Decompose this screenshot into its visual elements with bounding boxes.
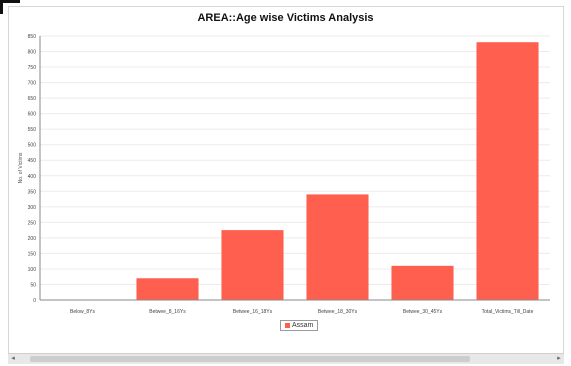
bars xyxy=(136,42,539,301)
x-tick-label: Below_8Ys xyxy=(70,309,96,315)
scroll-right-arrow-icon[interactable]: ▸ xyxy=(557,355,561,362)
horizontal-scrollbar[interactable]: ◂ ▸ xyxy=(8,353,564,364)
window-corner-left xyxy=(0,0,3,14)
window-corner-top xyxy=(0,0,20,3)
y-tick-label: 750 xyxy=(28,65,37,71)
y-tick-label: 650 xyxy=(28,96,37,102)
x-tick-label: Betwee_18_30Ys xyxy=(318,309,358,315)
scroll-thumb[interactable] xyxy=(30,356,470,362)
y-tick-label: 100 xyxy=(28,267,37,273)
x-tick-labels: Below_8Ys Betwee_8_16Ys Betwee_16_18Ys Betw… xyxy=(70,309,534,315)
y-tick-labels: 0 50 100 150 200 250 300 350 400 450 500 550 600 650 7… xyxy=(28,34,37,304)
chart-title: AREA::Age wise Victims Analysis xyxy=(197,12,374,24)
y-tick-label: 850 xyxy=(28,34,37,40)
y-tick-label: 150 xyxy=(28,251,37,257)
x-tick-label: Betwee_16_18Ys xyxy=(233,309,273,315)
y-tick-label: 600 xyxy=(28,112,37,118)
x-tick-label: Betwee_30_45Ys xyxy=(403,309,443,315)
y-tick-label: 400 xyxy=(28,174,37,180)
x-tick-label: Total_Victims_Till_Date xyxy=(482,309,534,315)
y-tick-label: 300 xyxy=(28,205,37,211)
bar-total-victims-till-date xyxy=(476,42,539,301)
y-tick-label: 450 xyxy=(28,158,37,164)
chart-panel xyxy=(8,6,564,354)
y-tick-label: 500 xyxy=(28,143,37,149)
chart-legend: Assam xyxy=(280,320,319,331)
legend-swatch xyxy=(285,323,290,328)
y-tick-label: 700 xyxy=(28,81,37,87)
y-tick-label: 250 xyxy=(28,220,37,226)
y-tick-label: 550 xyxy=(28,127,37,133)
bar-betwee-30-45ys xyxy=(391,265,454,300)
grid-lines xyxy=(40,35,550,285)
y-tick-label: 200 xyxy=(28,236,37,242)
legend-label: Assam xyxy=(292,322,314,329)
bar-betwee-18-30ys xyxy=(306,194,369,300)
x-tick-label: Betwee_8_16Ys xyxy=(149,309,186,315)
y-tick-label: 50 xyxy=(30,282,36,288)
bar-betwee-16-18ys xyxy=(221,230,284,300)
bar-betwee-8-16ys xyxy=(136,278,199,300)
y-axis-label: No. of Victims xyxy=(18,152,24,183)
scroll-left-arrow-icon[interactable]: ◂ xyxy=(11,355,15,362)
y-tick-label: 350 xyxy=(28,189,37,195)
y-tick-label: 0 xyxy=(33,298,36,304)
y-tick-label: 800 xyxy=(28,50,37,56)
